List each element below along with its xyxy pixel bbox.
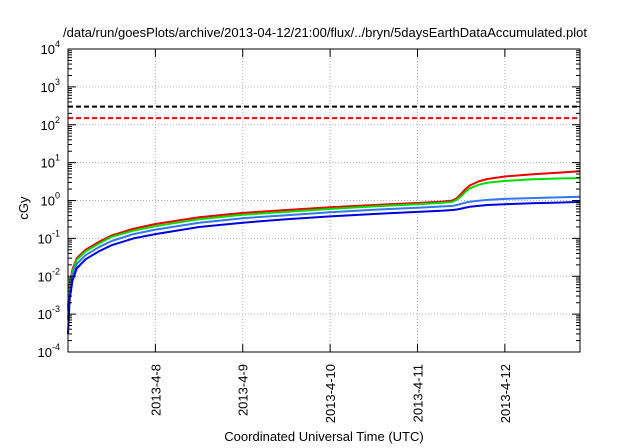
series-line (67, 195, 581, 321)
y-tick-label: 101 (41, 153, 60, 171)
series-line (67, 200, 581, 334)
y-tick-label: 10-4 (38, 342, 60, 360)
threshold-lines (68, 105, 580, 120)
series-line (67, 170, 581, 308)
y-tick-label: 10-2 (38, 266, 60, 284)
series-lines (67, 170, 581, 334)
y-tick-label: 100 (41, 191, 60, 209)
y-axis-label: cGy (16, 196, 31, 220)
y-tick-label: 104 (41, 39, 60, 57)
x-tick-label: 2013-4-11 (410, 364, 425, 422)
grid (68, 49, 580, 352)
x-axis: 2013-4-8 2013-4-9 2013-4-10 2013-4-11 2013-4… (148, 49, 513, 423)
y-tick-label: 10-3 (38, 304, 60, 322)
series-line (67, 177, 581, 312)
x-tick-label: 2013-4-10 (323, 364, 338, 423)
y-tick-label: 103 (41, 77, 60, 95)
y-tick-label: 10-1 (38, 228, 60, 246)
chart-title: /data/run/goesPlots/archive/2013-04-12/2… (63, 25, 587, 40)
y-tick-label: 102 (41, 115, 60, 133)
x-tick-label: 2013-4-8 (148, 364, 163, 416)
x-tick-label: 2013-4-12 (498, 364, 513, 423)
y-axis: 10-4 10-3 10-2 10-1 100 101 102 103 104 (38, 39, 580, 360)
x-axis-label: Coordinated Universal Time (UTC) (224, 429, 423, 444)
x-tick-label: 2013-4-9 (236, 364, 251, 416)
